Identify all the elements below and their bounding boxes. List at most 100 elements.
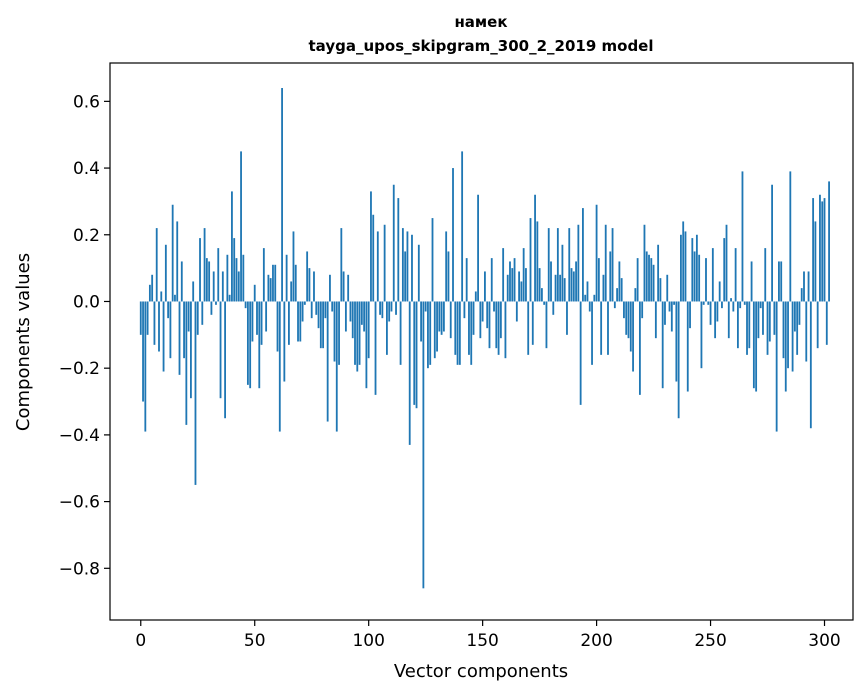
bar-28	[203, 228, 206, 302]
bar-6	[153, 301, 156, 345]
y-tick-label: 0.6	[73, 92, 100, 112]
x-tick-label: 150	[466, 631, 498, 651]
bar-205	[607, 301, 609, 355]
bar-112	[395, 301, 397, 315]
bar-7	[155, 228, 158, 302]
bar-271	[757, 301, 760, 339]
bar-222	[645, 251, 648, 302]
bar-177	[543, 301, 546, 305]
bar-139	[456, 301, 459, 365]
bar-272	[759, 301, 762, 309]
bar-264	[741, 171, 744, 302]
bar-14	[171, 204, 174, 302]
bar-35	[219, 301, 222, 399]
bar-94	[354, 301, 356, 365]
bar-129	[433, 301, 436, 359]
bar-59	[274, 264, 277, 302]
bar-295	[812, 198, 815, 302]
bar-187	[566, 301, 568, 335]
bar-107	[383, 224, 386, 302]
bar-30	[208, 261, 211, 302]
bar-29	[205, 258, 208, 302]
bar-5	[151, 274, 154, 302]
bar-64	[285, 254, 288, 302]
bar-168	[522, 248, 525, 302]
bar-291	[803, 271, 805, 302]
bar-231	[666, 274, 669, 302]
x-tick-label: 0	[135, 631, 146, 651]
bar-109	[388, 301, 391, 322]
bar-169	[525, 268, 527, 302]
y-tick-label: −0.6	[59, 493, 100, 513]
bar-160	[504, 301, 507, 359]
bar-55	[265, 301, 268, 332]
bar-213	[625, 301, 628, 335]
bar-20	[185, 301, 188, 425]
bar-301	[825, 301, 828, 345]
bar-183	[556, 228, 559, 302]
bar-91	[347, 274, 350, 302]
bar-190	[572, 271, 575, 302]
bar-26	[199, 238, 201, 302]
bar-124	[422, 301, 425, 589]
bar-234	[673, 301, 675, 305]
bar-261	[734, 248, 737, 302]
bar-17	[178, 301, 181, 375]
bar-283	[784, 301, 787, 392]
chart-title: намек	[454, 13, 507, 31]
bar-245	[698, 254, 701, 302]
bar-31	[210, 301, 213, 315]
bar-159	[502, 248, 505, 302]
bar-24	[194, 301, 197, 485]
bar-166	[518, 271, 521, 302]
bar-78	[317, 301, 320, 329]
bar-32	[212, 271, 215, 302]
bar-127	[429, 301, 432, 365]
bar-58	[272, 264, 274, 302]
bar-36	[221, 271, 224, 302]
bar-191	[575, 261, 577, 302]
bar-202	[600, 301, 603, 355]
bar-224	[650, 258, 653, 302]
bar-293	[807, 271, 810, 302]
bar-210	[618, 261, 621, 302]
bar-260	[732, 301, 735, 312]
bar-269	[752, 301, 755, 389]
bar-98	[363, 301, 366, 332]
x-tick-label: 300	[808, 631, 840, 651]
y-tick-label: 0.4	[73, 159, 100, 179]
x-tick-label: 100	[352, 631, 384, 651]
bar-292	[805, 301, 808, 362]
bar-67	[292, 231, 295, 302]
bar-235	[675, 301, 678, 382]
bar-152	[486, 301, 489, 329]
bar-122	[417, 244, 420, 302]
bar-285	[789, 171, 792, 302]
bar-182	[554, 274, 557, 302]
bar-104	[376, 231, 379, 302]
bar-148	[477, 194, 479, 302]
bar-300	[823, 198, 826, 302]
bar-259	[730, 298, 732, 302]
bar-275	[766, 301, 769, 355]
bar-175	[538, 268, 541, 302]
x-tick-label: 200	[580, 631, 612, 651]
y-tick-label: −0.8	[59, 559, 100, 579]
bar-126	[427, 301, 429, 369]
bar-232	[668, 301, 671, 312]
bar-120	[413, 301, 416, 405]
bar-201	[597, 258, 600, 302]
bar-88	[340, 228, 343, 302]
bar-195	[584, 294, 587, 302]
bar-184	[559, 274, 562, 302]
bar-61	[278, 301, 281, 432]
bar-236	[677, 301, 680, 419]
bar-34	[217, 248, 220, 302]
bar-209	[616, 288, 619, 302]
bar-257	[725, 224, 728, 302]
bar-255	[721, 301, 723, 309]
bar-97	[360, 301, 363, 325]
y-axis-label: Components values	[13, 253, 34, 431]
bar-212	[623, 301, 625, 319]
bar-89	[342, 271, 345, 302]
